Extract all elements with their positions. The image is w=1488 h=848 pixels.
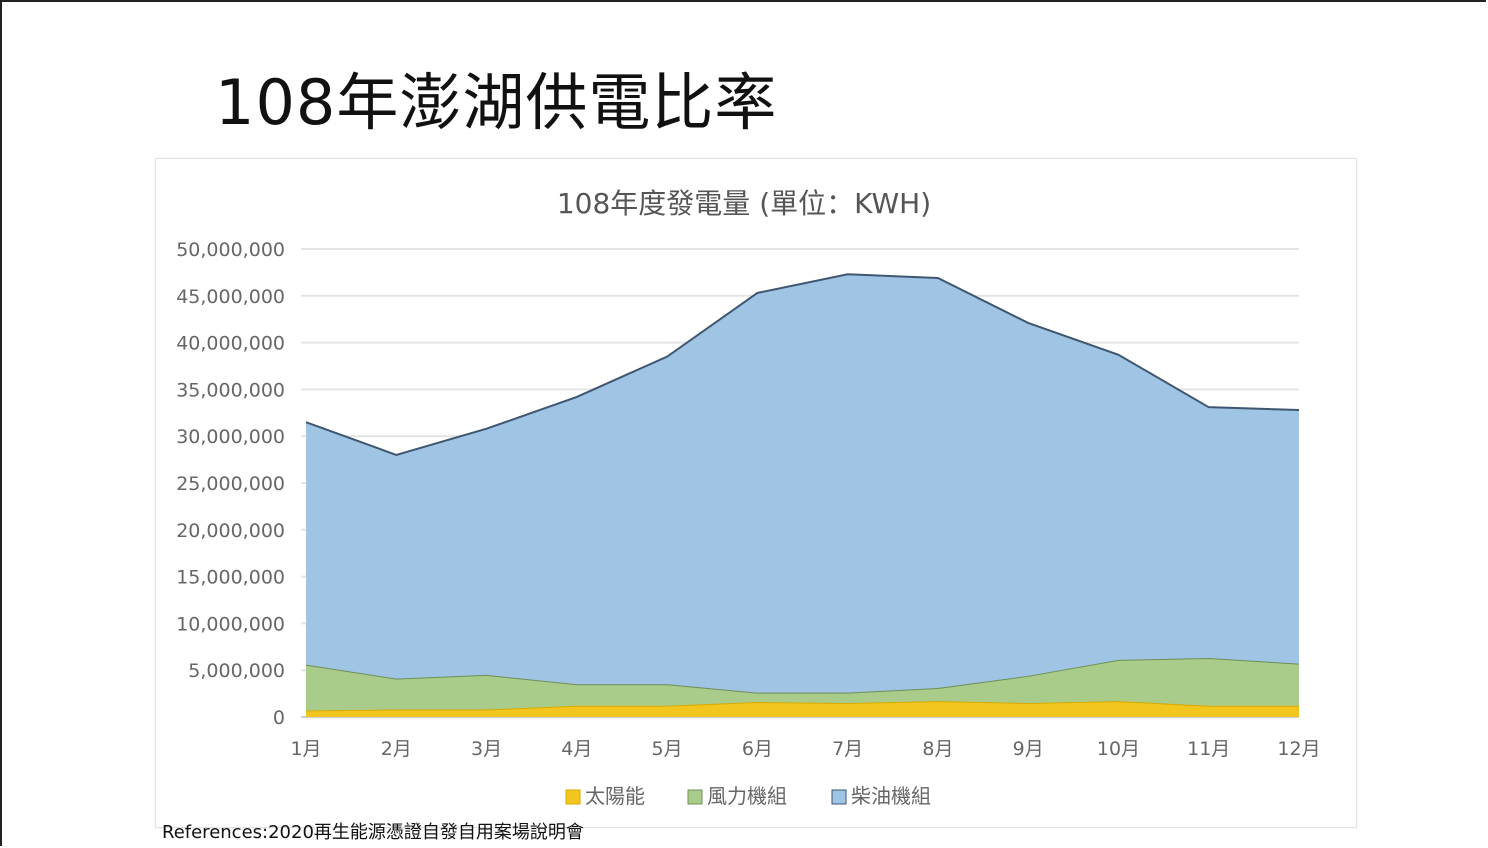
area-series-0 xyxy=(306,701,1299,717)
legend: 太陽能 風力機組 柴油機組 xyxy=(565,784,931,808)
series-areas xyxy=(305,273,1300,717)
legend-swatch xyxy=(687,789,703,805)
x-tick-label: 9月 xyxy=(1013,738,1044,760)
reference-note: References:2020再生能源憑證自發自用案場說明會 xyxy=(162,822,584,843)
legend-swatch xyxy=(565,789,581,805)
area-line-2 xyxy=(305,273,1300,456)
y-tick-label: 30,000,000 xyxy=(176,426,285,448)
x-tick-label: 1月 xyxy=(290,738,321,760)
legend-swatch xyxy=(831,789,847,805)
y-tick-label: 0 xyxy=(273,707,285,729)
y-tick-label: 20,000,000 xyxy=(176,520,285,542)
x-tick-label: 10月 xyxy=(1097,738,1140,760)
legend-label: 柴油機組 xyxy=(851,784,931,808)
slide-title: 108年澎湖供電比率 xyxy=(215,66,778,139)
legend-label: 風力機組 xyxy=(707,784,787,808)
x-tick-label: 6月 xyxy=(742,738,773,760)
y-tick-label: 40,000,000 xyxy=(176,333,285,355)
y-tick-label: 5,000,000 xyxy=(188,660,285,682)
x-tick-label: 3月 xyxy=(471,738,502,760)
y-tick-label: 35,000,000 xyxy=(176,379,285,401)
x-tick-label: 7月 xyxy=(832,738,863,760)
chart-card: 108年度發電量 (單位：KWH) 0 5,000,000 10,000,000 15… xyxy=(155,158,1357,828)
area-series-1 xyxy=(306,658,1299,711)
x-tick-label: 12月 xyxy=(1277,738,1320,760)
y-tick-label: 10,000,000 xyxy=(176,613,285,635)
y-tick-label: 45,000,000 xyxy=(176,286,285,308)
y-tick-label: 15,000,000 xyxy=(176,567,285,589)
y-tick-label: 25,000,000 xyxy=(176,473,285,495)
y-tick-label: 50,000,000 xyxy=(176,239,285,261)
chart-title: 108年度發電量 (單位：KWH) xyxy=(557,187,931,220)
x-tick-label: 8月 xyxy=(922,738,953,760)
area-chart: 108年度發電量 (單位：KWH) 0 5,000,000 10,000,000 15… xyxy=(176,187,1320,808)
x-tick-label: 11月 xyxy=(1187,738,1230,760)
y-axis-ticks: 0 5,000,000 10,000,000 15,000,000 20,000,000… xyxy=(176,239,285,729)
area-series-2 xyxy=(306,274,1299,693)
legend-label: 太陽能 xyxy=(585,784,645,808)
x-axis-ticks: 1月 2月 3月 4月 5月 6月 7月 8月 9月 10月 11月 12月 xyxy=(290,738,1320,760)
x-tick-label: 4月 xyxy=(561,738,592,760)
x-tick-label: 2月 xyxy=(381,738,412,760)
x-tick-label: 5月 xyxy=(652,738,683,760)
